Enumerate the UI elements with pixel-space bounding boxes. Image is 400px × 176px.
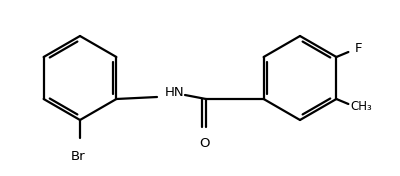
Text: HN: HN (165, 86, 185, 99)
Text: O: O (199, 137, 209, 150)
Text: Br: Br (71, 150, 85, 163)
Text: F: F (354, 42, 362, 55)
Text: CH₃: CH₃ (350, 100, 372, 114)
